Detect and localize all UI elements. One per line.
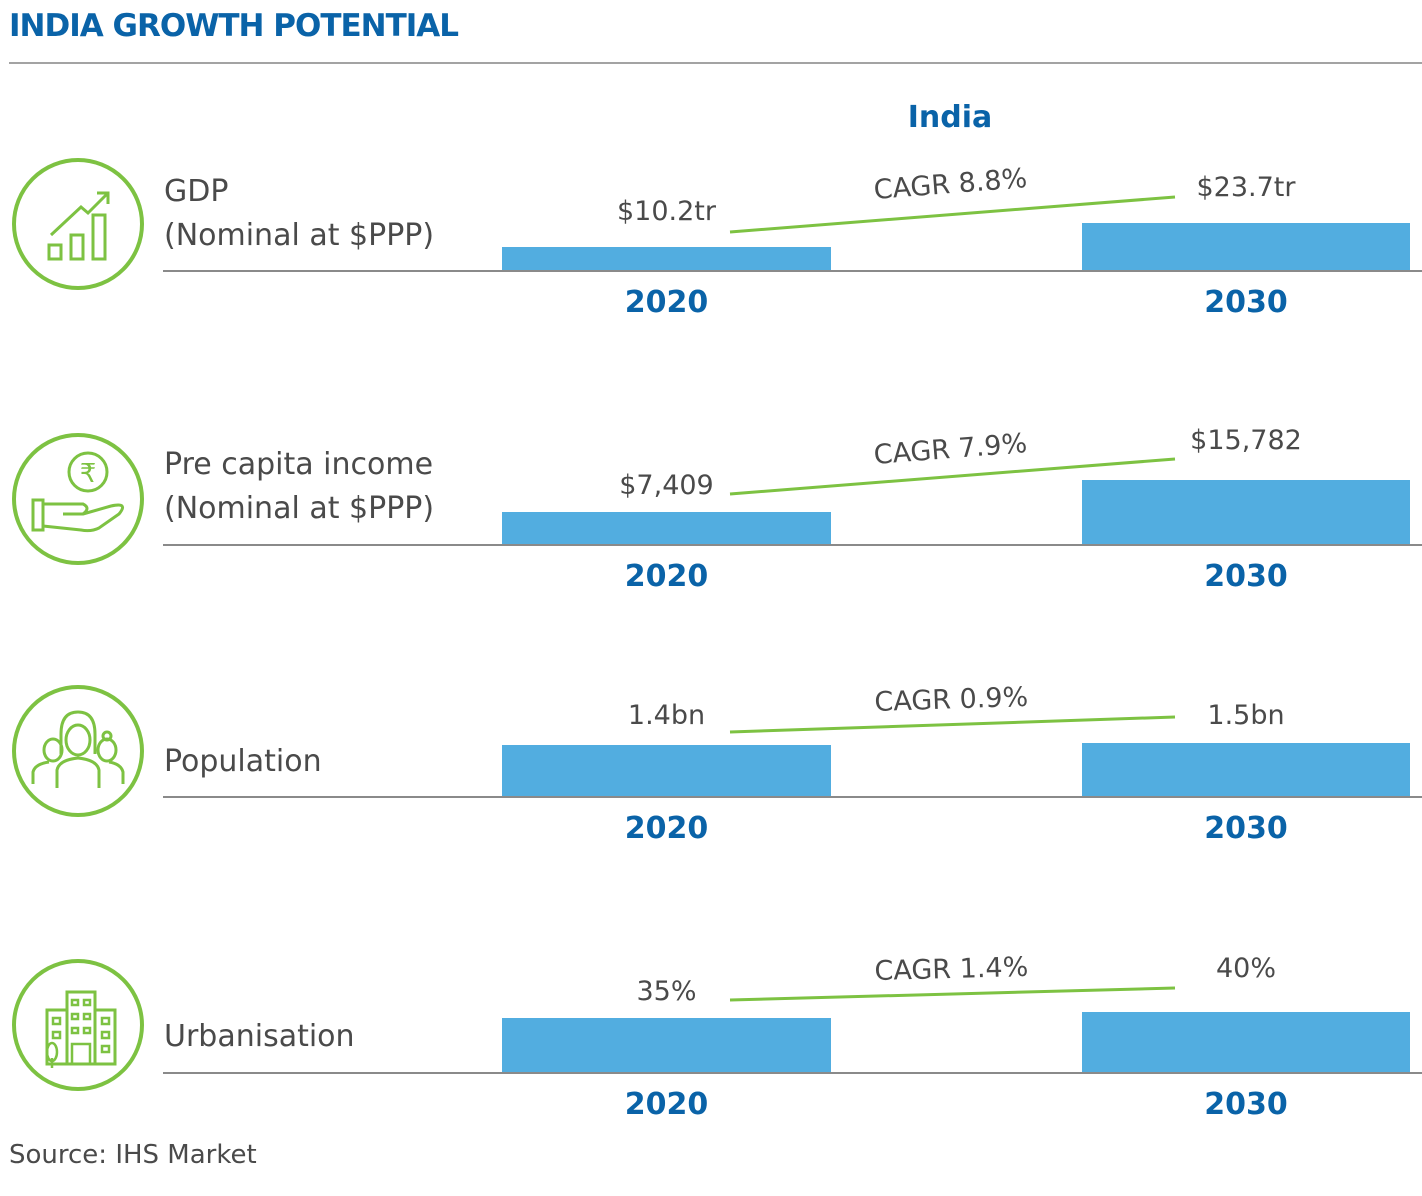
data-label: $23.7tr [1196, 172, 1296, 203]
cagr-line [729, 986, 1176, 1002]
country-label: India [907, 100, 993, 135]
panel-label-line: Urbanisation [164, 1019, 355, 1054]
bar-population-2020 [502, 745, 831, 796]
growth-chart-icon [11, 157, 145, 291]
x-axis-line [163, 796, 1422, 798]
x-axis-line [163, 270, 1422, 272]
data-label: $10.2tr [617, 196, 716, 227]
cagr-label: CAGR 1.4% [874, 951, 1029, 987]
x-tick-label: 2030 [1204, 559, 1288, 594]
cagr-line [729, 195, 1176, 234]
x-tick-label: 2020 [624, 811, 709, 846]
data-label: $7,409 [619, 470, 714, 501]
x-axis-line [163, 544, 1422, 546]
page-title: INDIA GROWTH POTENTIAL [9, 8, 459, 44]
panel-label: Population [164, 740, 322, 784]
buildings-icon [11, 958, 145, 1092]
cagr-line [729, 457, 1176, 496]
cagr-line [729, 715, 1176, 734]
panel-label-line: (Nominal at $PPP) [164, 218, 435, 253]
data-label: 40% [1215, 953, 1276, 984]
x-tick-label: 2020 [624, 1087, 709, 1122]
data-label: 35% [636, 976, 697, 1007]
panel-label: Urbanisation [164, 1015, 355, 1059]
rupee-hand-icon: ₹ [11, 432, 145, 566]
bar-urbanisation-2020 [502, 1018, 831, 1072]
data-label: 1.4bn [627, 700, 706, 731]
data-label: $15,782 [1190, 425, 1302, 456]
title-divider [9, 62, 1422, 64]
panel-label-line: Pre capita income [164, 447, 434, 482]
x-axis-line [163, 1072, 1422, 1074]
bar-gdp-2020 [502, 247, 831, 270]
panel-label-line: Population [164, 744, 322, 779]
x-tick-label: 2020 [624, 285, 709, 320]
data-label: 1.5bn [1207, 700, 1285, 731]
x-tick-label: 2030 [1204, 285, 1288, 320]
bar-income-2020 [502, 512, 831, 544]
x-tick-label: 2030 [1204, 811, 1288, 846]
panel-label-line: GDP [164, 174, 229, 209]
bar-urbanisation-2030 [1082, 1012, 1410, 1072]
x-tick-label: 2020 [624, 559, 709, 594]
bar-income-2030 [1082, 480, 1410, 544]
source-note: Source: IHS Market [9, 1140, 257, 1170]
people-group-icon [11, 684, 145, 818]
panel-label: GDP (Nominal at $PPP) [164, 170, 434, 258]
bar-population-2030 [1082, 743, 1410, 796]
bar-gdp-2030 [1082, 223, 1410, 270]
panel-label-line: (Nominal at $PPP) [164, 491, 435, 526]
svg-text:₹: ₹ [80, 459, 97, 489]
panel-label: Pre capita income (Nominal at $PPP) [164, 443, 434, 531]
x-tick-label: 2030 [1204, 1087, 1288, 1122]
